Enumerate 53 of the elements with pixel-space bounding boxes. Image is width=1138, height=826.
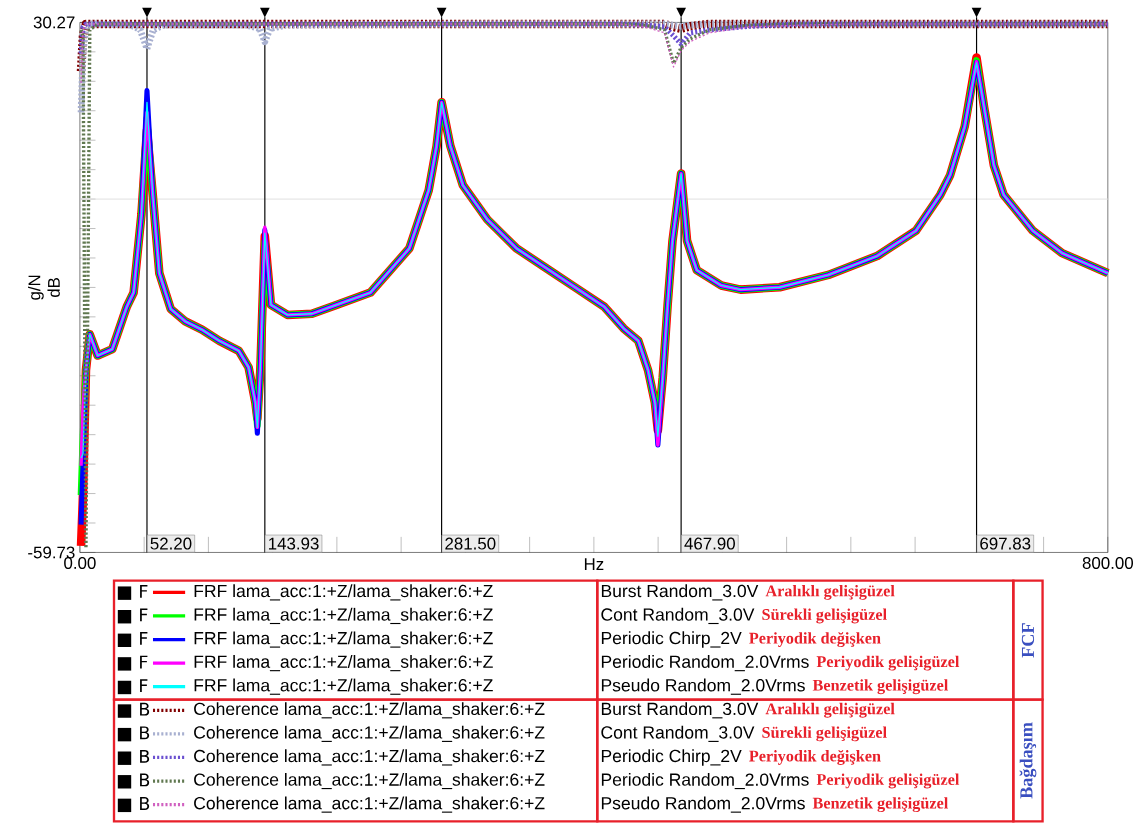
text: ■ F: [117, 584, 148, 600]
text: Cont Random_3.0V: [601, 725, 755, 742]
legend-label: FRF lama_acc:1:+Z/lama_shaker:6:+Z: [194, 654, 493, 672]
legend-label: FRF lama_acc:1:+Z/lama_shaker:6:+Z: [194, 607, 493, 624]
text: ■ B: [117, 702, 150, 718]
text: Periyodik gelişigüzel: [816, 773, 960, 789]
text: Periyodik değişken: [749, 749, 881, 765]
text: Benzetik gelişigüzel: [812, 797, 949, 812]
x-tick-label: 800.00: [1082, 556, 1134, 569]
text: Periodic Random_2.0Vrms: [601, 654, 809, 672]
legend-label: Coherence lama_acc:1:+Z/lama_shaker:6:+Z: [194, 796, 545, 813]
text: Pseudo Random_2.0Vrms: [601, 796, 805, 813]
text: ■ B: [117, 749, 150, 765]
text: Periodic Random_2.0Vrms: [601, 772, 809, 790]
text: Periyodik gelişigüzel: [816, 655, 960, 671]
text: Periyodik değişken: [749, 631, 881, 647]
x-tick-label: 0.00: [64, 556, 96, 569]
legend-label: Coherence lama_acc:1:+Z/lama_shaker:6:+Z: [194, 772, 545, 790]
x-axis-title: Hz: [584, 558, 604, 570]
text: ■ B: [117, 726, 150, 742]
legend-label: Coherence lama_acc:1:+Z/lama_shaker:6:+Z: [194, 702, 545, 719]
ref-line-label: 143.93: [268, 537, 319, 550]
ref-line-label: 281.50: [445, 537, 496, 550]
text: FCF: [1021, 623, 1035, 658]
legend-label: FRF lama_acc:1:+Z/lama_shaker:6:+Z: [194, 631, 493, 648]
text: ■ F: [117, 631, 148, 647]
text: Burst Random_3.0V: [601, 702, 759, 719]
text: ■ F: [117, 679, 148, 695]
y-tick-label: 30.27: [33, 16, 75, 29]
y-tick-label: -59.73: [28, 546, 75, 559]
text: Cont Random_3.0V: [601, 607, 755, 624]
text: Bağdaşım: [1019, 722, 1037, 799]
text: Burst Random_3.0V: [601, 584, 759, 601]
text: Periodic Chirp_2V: [601, 749, 742, 766]
text: ■ F: [117, 608, 148, 624]
y-axis-title: g/N dB: [27, 275, 60, 300]
text: ■ F: [117, 655, 148, 671]
text: Aralıklı gelişigüzel: [765, 584, 895, 600]
ref-line-label: 52.20: [150, 537, 192, 550]
text: Sürekli gelişigüzel: [762, 726, 887, 742]
text: Aralıklı gelişigüzel: [765, 702, 895, 718]
legend-label: Coherence lama_acc:1:+Z/lama_shaker:6:+Z: [194, 749, 545, 766]
legend-label: Coherence lama_acc:1:+Z/lama_shaker:6:+Z: [194, 725, 545, 742]
ref-line-label: 697.83: [980, 537, 1031, 550]
ref-line-label: 467.90: [684, 537, 735, 550]
text: ■ B: [117, 773, 150, 789]
text: Periodic Chirp_2V: [601, 631, 742, 648]
legend-label: FRF lama_acc:1:+Z/lama_shaker:6:+Z: [194, 584, 493, 601]
text: Sürekli gelişigüzel: [762, 608, 887, 624]
text: ■ B: [117, 797, 150, 812]
text: Pseudo Random_2.0Vrms: [601, 678, 805, 695]
text: Benzetik gelişigüzel: [812, 679, 949, 695]
legend-label: FRF lama_acc:1:+Z/lama_shaker:6:+Z: [194, 678, 493, 695]
